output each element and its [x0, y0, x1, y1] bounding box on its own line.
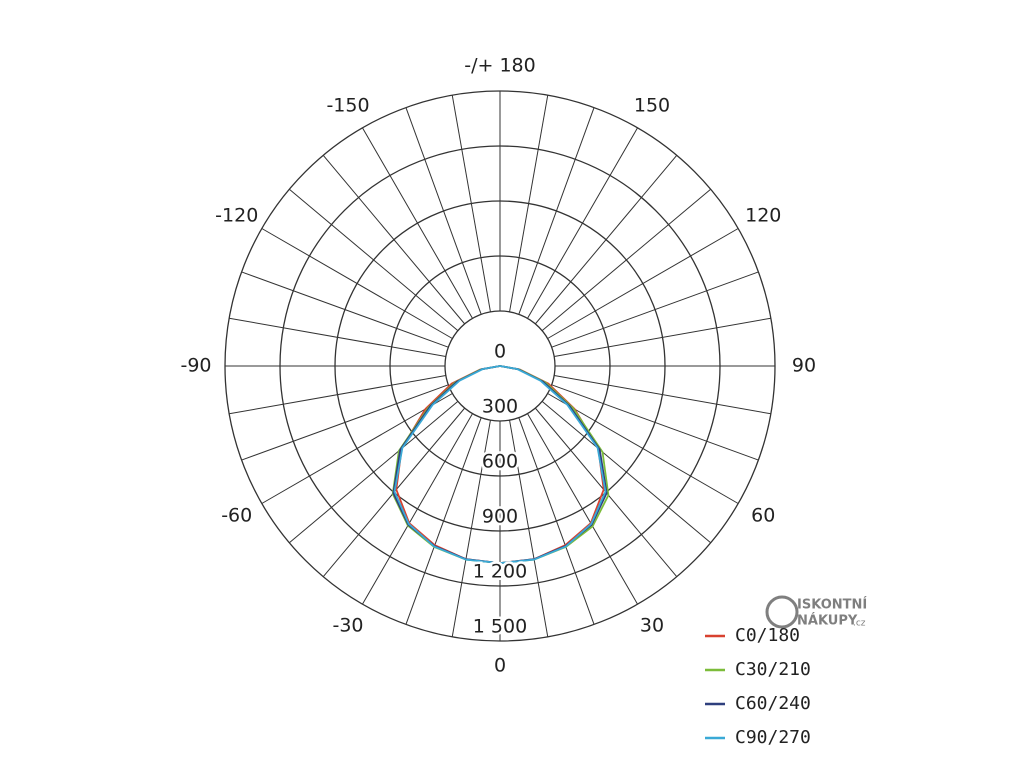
theta-tick-label: -30	[332, 614, 363, 636]
series-line	[393, 365, 607, 564]
theta-tick-label: -150	[326, 95, 369, 117]
logo-text: .cz	[853, 619, 866, 629]
r-tick-label: 1 500	[473, 616, 527, 638]
theta-tick-label: 60	[751, 505, 775, 527]
grid-circle	[444, 310, 556, 422]
r-tick-label: 300	[482, 396, 518, 418]
theta-tick-label: 30	[640, 614, 664, 636]
theta-tick-label: 90	[792, 355, 816, 377]
r-tick-label: 0	[494, 341, 506, 363]
theta-tick-label: -90	[180, 355, 211, 377]
legend-label: C30/210	[735, 659, 811, 680]
grid-circle	[279, 145, 721, 587]
theta-tick-label: -60	[221, 505, 252, 527]
logo-text: NÁKUPY	[797, 613, 858, 629]
theta-tick-label: 0	[494, 655, 506, 677]
theta-tick-label: 150	[634, 95, 670, 117]
grid-circle	[334, 200, 666, 532]
theta-tick-label: 120	[745, 205, 781, 227]
r-tick-label: 1 200	[473, 561, 527, 583]
logo-mark	[765, 595, 799, 629]
r-tick-label: 900	[482, 506, 518, 528]
legend-label: C0/180	[735, 625, 800, 646]
legend-label: C90/270	[735, 727, 811, 748]
logo: ISKONTNÍ NÁKUPY .cz	[765, 595, 867, 629]
grid-circle	[224, 90, 776, 642]
logo-text: ISKONTNÍ	[797, 597, 867, 613]
grid-circle	[389, 255, 611, 477]
legend-label: C60/240	[735, 693, 811, 714]
theta-tick-label: -120	[215, 205, 258, 227]
r-tick-label: 600	[482, 451, 518, 473]
theta-tick-label: -/+ 180	[464, 55, 535, 77]
